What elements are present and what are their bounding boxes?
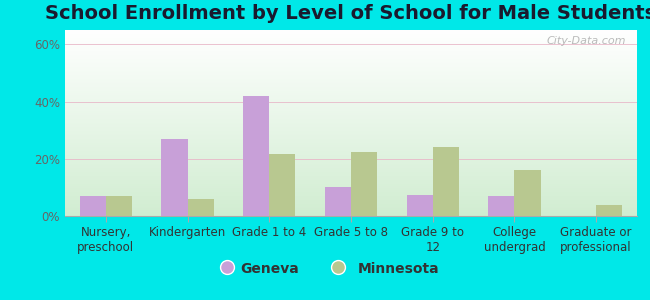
Bar	[188, 199, 214, 216]
Text: Minnesota: Minnesota	[358, 262, 439, 276]
Bar	[406, 194, 433, 216]
Bar	[80, 196, 106, 216]
Bar	[106, 196, 132, 216]
Bar	[351, 152, 377, 216]
Bar	[161, 139, 188, 216]
Text: Geneva: Geneva	[240, 262, 299, 276]
Bar	[514, 170, 541, 216]
Title: School Enrollment by Level of School for Male Students: School Enrollment by Level of School for…	[46, 4, 650, 23]
Text: City-Data.com: City-Data.com	[546, 36, 625, 46]
Bar	[596, 205, 622, 216]
Bar	[325, 188, 351, 216]
Bar	[433, 147, 459, 216]
Bar	[269, 154, 296, 216]
Bar	[243, 96, 269, 216]
Bar	[488, 196, 514, 216]
